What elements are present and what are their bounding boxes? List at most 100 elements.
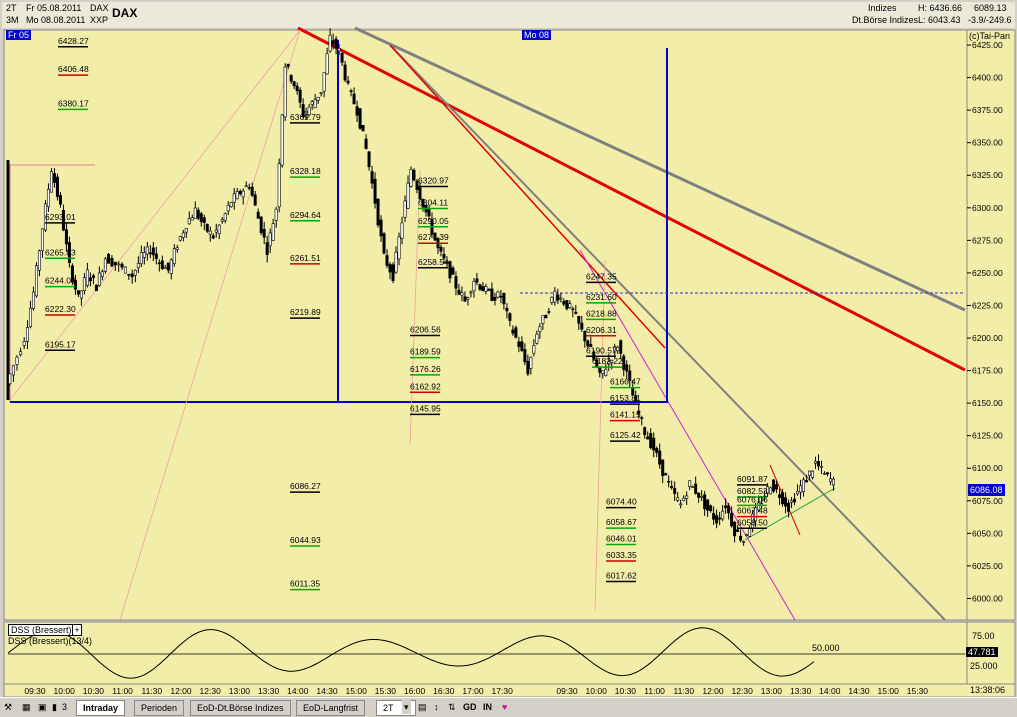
chevron-down-icon[interactable]: ▾ [402, 700, 411, 714]
candle-body [193, 207, 197, 219]
candle-body [688, 480, 692, 487]
candle-body [46, 188, 50, 208]
candle-body [814, 461, 818, 464]
x-tick-label: 14:30 [848, 686, 870, 696]
y-tick-label: 6325.00 [972, 170, 1003, 180]
candle-body [220, 219, 224, 222]
candle-body [382, 233, 386, 254]
candle-body [400, 222, 404, 239]
candle-body [826, 472, 830, 475]
candle-body [232, 193, 236, 203]
candle-body [757, 502, 761, 511]
y-tick-label: 6425.00 [972, 40, 1003, 50]
price-labels: 6428.27 6406.48 6380.17 6293.01 6265.83 6244.… [45, 36, 768, 591]
candle-body [343, 64, 347, 81]
x-tick-label: 13:00 [761, 686, 783, 696]
change-value: -3.9/-249.6 [968, 15, 1012, 25]
indicator-add-icon[interactable]: + [72, 624, 82, 636]
gd-button[interactable]: GD [460, 700, 480, 714]
candle-body [580, 322, 584, 330]
calendar-icon[interactable]: ▣ [36, 700, 49, 714]
x-tick-label: 16:00 [404, 686, 426, 696]
price-axis [966, 29, 1016, 621]
candle-body [739, 535, 743, 541]
x-tick-label: 15:30 [375, 686, 397, 696]
arrows-icon[interactable]: ↕ [432, 700, 441, 714]
tab-eod-dt-boerse[interactable]: EoD-Dt.Börse Indizes [190, 700, 291, 716]
candle-body [358, 108, 362, 129]
candle-body [67, 242, 71, 263]
candle-body [463, 296, 467, 302]
candle-body [727, 505, 731, 514]
x-tick-labels: 09:30 10:00 10:30 11:00 11:30 12:00 12:30 13:00… [24, 686, 928, 696]
indicator-panel[interactable] [3, 621, 968, 685]
price-label: 6206.31 [586, 325, 617, 335]
candle-body [685, 495, 689, 499]
price-label: 6320.97 [418, 175, 449, 185]
candle-body [37, 250, 41, 271]
candle-body [766, 486, 770, 494]
candle-body [142, 252, 146, 258]
heart-icon[interactable]: ♥ [500, 700, 510, 714]
x-tick-label: 12:00 [702, 686, 724, 696]
candle-body [250, 186, 254, 196]
candle-body [697, 492, 701, 498]
price-label: 6166.47 [610, 377, 641, 387]
candle-body [421, 198, 425, 208]
grid-icon[interactable]: ▦ [20, 700, 33, 714]
candle-body [229, 202, 233, 207]
x-tick-label: 17:30 [492, 686, 514, 696]
candle-body [661, 459, 665, 477]
x-tick-label: 11:30 [141, 686, 162, 696]
symbol: DAX [90, 3, 109, 13]
chart-type-icon[interactable]: ▤ [416, 700, 429, 714]
scale-icon[interactable]: ⇅ [446, 700, 458, 714]
candle-body [385, 255, 389, 266]
price-label: 6206.56 [410, 324, 441, 334]
candle-body [517, 341, 521, 347]
fib-diagonal-1 [119, 29, 301, 621]
price-panel[interactable] [3, 29, 968, 621]
candle-body [736, 529, 740, 532]
gray-trendline-upper [354, 26, 966, 312]
candle-body [799, 485, 803, 493]
candle-body [280, 114, 284, 166]
y-tick-label: 6225.00 [972, 300, 1003, 310]
exchange: XXP [90, 15, 109, 25]
candle-body [379, 219, 383, 237]
in-button[interactable]: IN [480, 700, 495, 714]
price-label: 6058.67 [606, 517, 637, 527]
indicator-title[interactable]: DSS (Bressert) [8, 624, 75, 636]
candle-body [394, 251, 398, 273]
candle-body [187, 218, 191, 225]
x-tick-label: 15:00 [878, 686, 900, 696]
candle-body [15, 356, 19, 365]
candle-body [670, 486, 674, 489]
candle-body [607, 361, 611, 365]
candle-body [565, 300, 569, 310]
candle-body [556, 294, 560, 301]
tab-intraday[interactable]: Intraday [76, 700, 126, 716]
x-tick-label: 14:00 [819, 686, 841, 696]
bars-icon[interactable]: ▮ [50, 700, 59, 714]
candle-body [703, 494, 707, 510]
tab-eod-langfrist[interactable]: EoD-Langfrist [296, 700, 366, 716]
candle-body [259, 216, 263, 234]
price-label: 6195.17 [45, 339, 76, 349]
candle-body [172, 248, 176, 264]
candles [8, 28, 836, 546]
x-tick-label: 10:30 [83, 686, 105, 696]
tab-perioden[interactable]: Perioden [134, 700, 185, 716]
price-label: 6293.01 [45, 212, 76, 222]
candle-body [562, 300, 566, 305]
wrench-icon[interactable]: ⚒ [2, 700, 15, 714]
day-marker-mo: Mo 08 [522, 30, 552, 40]
candle-body [721, 510, 725, 520]
candle-body [58, 195, 62, 205]
candle-body [157, 262, 161, 265]
candle-body [19, 351, 23, 355]
chart-header [2, 2, 1015, 28]
candle-body [778, 494, 782, 498]
candle-body [484, 286, 488, 292]
candle-body [88, 277, 92, 282]
